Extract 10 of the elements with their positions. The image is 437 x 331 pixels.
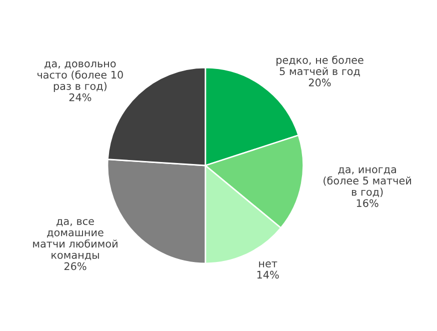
slice-label: редко, не более 5 матчей в год [276,56,364,76]
data-label: 24% [69,93,92,102]
slice-label: да, все домашние матчи любимой команды [33,219,118,260]
slice-label: да, иногда (более 5 матчей в год) [324,167,411,198]
slice-label: нет [259,261,278,268]
data-label: 20% [308,78,331,86]
data-label: 26% [64,262,86,270]
data-label: 16% [356,199,378,208]
data-label: 14% [257,270,279,279]
slice-label: да, довольно часто (более 10 раз в год) [37,61,123,92]
